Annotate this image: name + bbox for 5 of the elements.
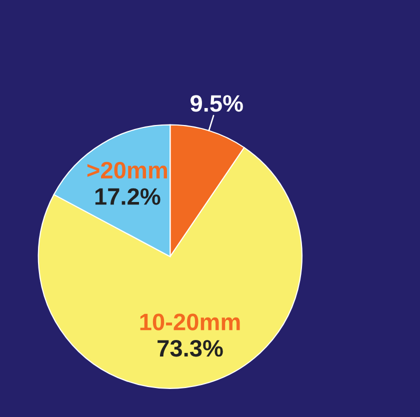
- slice-label: 10-20mm: [140, 314, 240, 330]
- slice-label: >20mm: [87, 162, 167, 179]
- data-label: 17.2%: [95, 188, 160, 205]
- data-label: 73.3%: [158, 340, 223, 357]
- data-label: 9.5%: [190, 95, 243, 112]
